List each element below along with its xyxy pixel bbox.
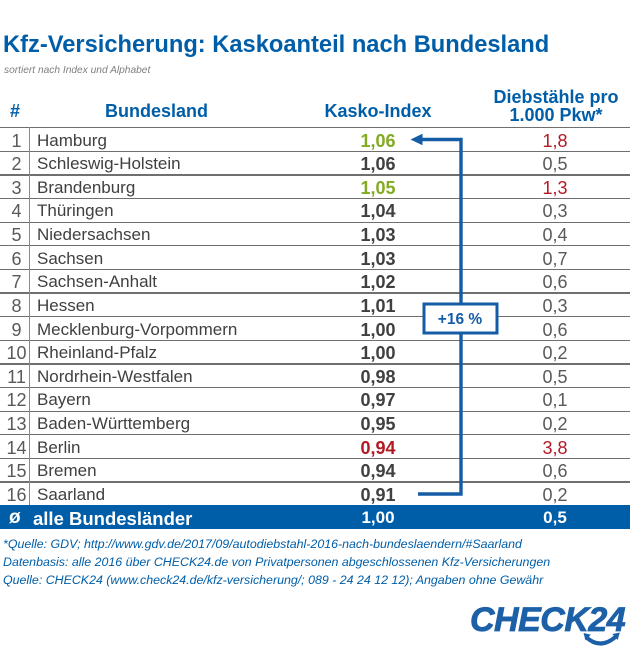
svg-text:+16 %: +16 %	[438, 311, 483, 328]
